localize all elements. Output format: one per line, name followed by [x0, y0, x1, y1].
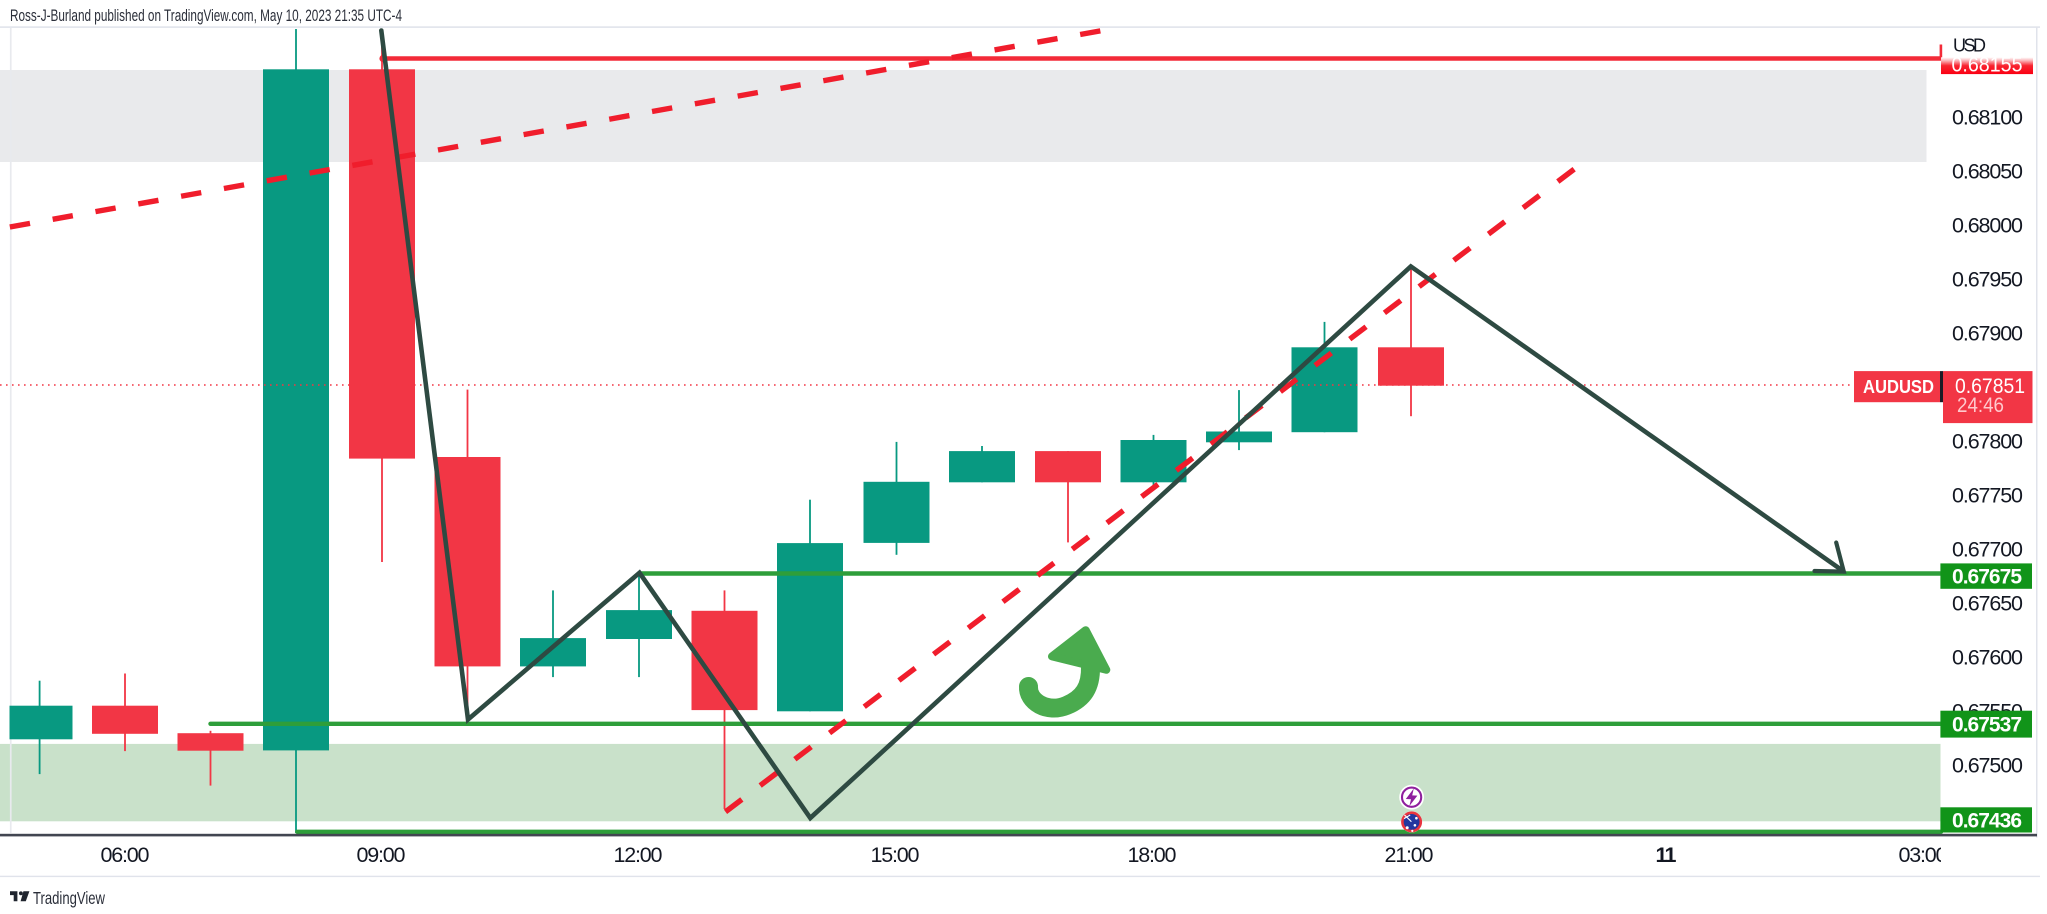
svg-text:0.67800: 0.67800 — [1952, 430, 2023, 454]
svg-text:09:00: 09:00 — [357, 843, 406, 867]
svg-text:0.67750: 0.67750 — [1952, 484, 2023, 508]
svg-text:12:00: 12:00 — [614, 843, 663, 867]
svg-text:0.67700: 0.67700 — [1952, 538, 2023, 562]
svg-text:0.68000: 0.68000 — [1952, 214, 2023, 238]
svg-text:03:00: 03:00 — [1899, 843, 1948, 867]
svg-text:0.67537: 0.67537 — [1952, 714, 2022, 737]
svg-text:TradingView: TradingView — [33, 888, 105, 908]
svg-text:06:00: 06:00 — [101, 843, 150, 867]
svg-text:0.67600: 0.67600 — [1952, 646, 2023, 670]
svg-text:0.67436: 0.67436 — [1952, 809, 2022, 832]
svg-text:USD: USD — [1953, 36, 1986, 56]
svg-text:Ross-J-Burland published on Tr: Ross-J-Burland published on TradingView.… — [10, 7, 402, 25]
svg-text:0.68100: 0.68100 — [1952, 106, 2023, 130]
svg-text:0.67500: 0.67500 — [1952, 754, 2023, 778]
svg-text:0.67650: 0.67650 — [1952, 592, 2023, 616]
svg-text:11: 11 — [1656, 843, 1677, 867]
svg-text:0.68050: 0.68050 — [1952, 160, 2023, 184]
svg-text:0.67675: 0.67675 — [1952, 566, 2022, 589]
svg-text:21:00: 21:00 — [1385, 843, 1434, 867]
svg-text:24:46: 24:46 — [1957, 394, 2004, 417]
svg-text:0.67851: 0.67851 — [1955, 374, 2025, 398]
svg-text:0.68155: 0.68155 — [1952, 52, 2023, 76]
svg-text:18:00: 18:00 — [1128, 843, 1177, 867]
svg-text:0.67950: 0.67950 — [1952, 268, 2023, 292]
svg-text:0.67900: 0.67900 — [1952, 322, 2023, 346]
svg-text:AUDUSD: AUDUSD — [1863, 377, 1934, 397]
svg-text:15:00: 15:00 — [871, 843, 920, 867]
